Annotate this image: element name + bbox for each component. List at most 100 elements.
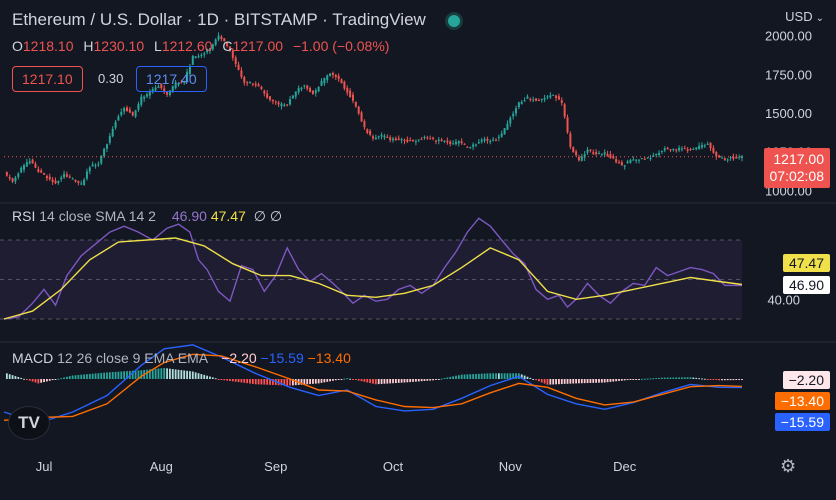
macd-hist-bar <box>106 372 108 379</box>
macd-hist-bar <box>446 377 449 379</box>
candle-body <box>271 99 274 102</box>
macd-hist-bar <box>718 379 721 381</box>
candle-body <box>540 98 543 100</box>
macd-hist-bar <box>374 379 377 385</box>
macd-hist-bar <box>194 372 197 379</box>
macd-hist-bar <box>134 370 137 379</box>
candle-body <box>557 96 560 100</box>
macd-hist-bar <box>100 372 103 379</box>
rsi-sma-value: 47.47 <box>210 208 246 224</box>
macd-hist-bar <box>309 379 311 385</box>
candle-body <box>543 98 546 100</box>
macd-hist-bar <box>429 379 432 381</box>
candle-body <box>723 157 726 160</box>
candle-body <box>577 157 580 161</box>
macd-hist-bar <box>709 379 712 380</box>
candle-body <box>303 85 306 87</box>
candle-body <box>217 35 220 40</box>
macd-hist-bar <box>174 369 177 379</box>
macd-hist-bar <box>360 379 363 382</box>
candle-body <box>680 148 683 150</box>
macd-hist-bar <box>712 379 715 380</box>
candle-body <box>351 94 354 101</box>
candle-body <box>606 153 609 157</box>
macd-hist-bar <box>37 379 40 384</box>
candle-body <box>417 139 420 141</box>
macd-hist-bar <box>683 377 686 379</box>
sell-button[interactable]: 1217.10 <box>12 66 83 92</box>
candle-body <box>509 117 512 124</box>
candle-body <box>257 84 260 87</box>
candle-body <box>203 53 206 55</box>
macd-hist-bar <box>629 379 632 380</box>
tradingview-logo[interactable]: TV <box>8 406 50 440</box>
candle-body <box>517 102 520 108</box>
macd-hist-bar <box>729 379 732 381</box>
macd-hist-bar <box>695 377 698 379</box>
macd-hist-bar <box>520 374 523 379</box>
candle-body <box>206 48 209 53</box>
candle-body <box>194 56 197 59</box>
rsi-extra: ∅ ∅ <box>253 208 283 224</box>
change-value: −1.00 (−0.08%) <box>292 38 390 54</box>
candle-body <box>495 139 497 141</box>
candle-body <box>566 117 569 133</box>
candle-body <box>226 42 229 47</box>
candle-body <box>515 108 518 114</box>
macd-hist-bar <box>372 379 374 384</box>
macd-hist-bar <box>389 379 392 384</box>
candle-body <box>128 109 131 113</box>
macd-hist-bar <box>526 376 529 379</box>
macd-hist-bar <box>303 379 306 385</box>
candle-countdown: 07:02:08 <box>769 168 825 184</box>
candle-body <box>532 99 535 101</box>
candle-body <box>426 137 429 139</box>
candle-body <box>14 177 17 182</box>
candle-body <box>146 94 149 97</box>
candle-body <box>11 178 14 182</box>
candle-body <box>240 70 243 77</box>
candle-body <box>480 139 483 142</box>
candle-body <box>726 159 729 161</box>
candle-body <box>151 89 154 93</box>
candle-body <box>394 138 397 141</box>
macd-hist-bar <box>543 379 546 384</box>
candle-body <box>340 79 343 84</box>
candle-body <box>623 165 626 167</box>
macd-hist-bar <box>203 374 206 379</box>
macd-hist-bar <box>74 375 77 379</box>
macd-hist-bar <box>126 371 128 379</box>
gear-icon[interactable]: ⚙ <box>780 456 797 476</box>
candle-body <box>174 82 177 89</box>
close-label: C <box>222 38 233 54</box>
macd-hist-bar <box>652 378 655 380</box>
candle-body <box>615 159 618 163</box>
candle-body <box>457 141 460 144</box>
buy-button[interactable]: 1217.40 <box>136 66 207 92</box>
macd-hist-bar <box>535 379 537 381</box>
candle-body <box>460 141 463 144</box>
candle-body <box>243 77 246 83</box>
candle-body <box>20 167 23 173</box>
market-status-icon <box>447 14 460 27</box>
macd-hist-bar <box>243 379 246 383</box>
macd-hist-bar <box>8 374 11 379</box>
macd-hist-tag: −2.20 <box>782 371 830 389</box>
candle-body <box>638 159 641 161</box>
candle-body <box>583 154 586 158</box>
macd-hist-bar <box>366 379 369 383</box>
macd-hist-bar <box>300 379 303 385</box>
macd-hist-bar <box>500 373 503 379</box>
macd-hist-bar <box>394 379 397 384</box>
macd-hist-bar <box>426 379 429 381</box>
candle-body <box>294 91 297 97</box>
candle-body <box>309 88 312 93</box>
candle-body <box>25 162 28 167</box>
candle-body <box>643 158 646 160</box>
macd-hist-bar <box>623 379 626 381</box>
currency-selector[interactable]: USD ⌄ <box>785 9 824 24</box>
candle-body <box>589 149 592 151</box>
macd-hist-bar <box>643 378 646 380</box>
macd-hist-bar <box>160 368 163 379</box>
